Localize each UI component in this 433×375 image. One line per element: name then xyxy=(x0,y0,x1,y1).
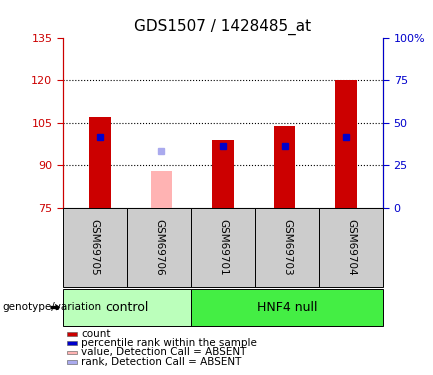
Text: HNF4 null: HNF4 null xyxy=(257,301,317,314)
Bar xyxy=(274,126,295,208)
Bar xyxy=(89,117,110,208)
Text: GSM69704: GSM69704 xyxy=(346,219,356,276)
Bar xyxy=(212,140,234,208)
Text: count: count xyxy=(81,329,110,339)
Bar xyxy=(151,171,172,208)
Title: GDS1507 / 1428485_at: GDS1507 / 1428485_at xyxy=(134,18,312,35)
Text: percentile rank within the sample: percentile rank within the sample xyxy=(81,338,257,348)
Text: control: control xyxy=(105,301,149,314)
Text: GSM69706: GSM69706 xyxy=(154,219,164,276)
Text: value, Detection Call = ABSENT: value, Detection Call = ABSENT xyxy=(81,348,246,357)
Text: GSM69703: GSM69703 xyxy=(282,219,292,276)
Bar xyxy=(336,80,357,208)
Text: rank, Detection Call = ABSENT: rank, Detection Call = ABSENT xyxy=(81,357,241,367)
Text: genotype/variation: genotype/variation xyxy=(2,303,101,312)
Text: GSM69705: GSM69705 xyxy=(90,219,100,276)
Text: GSM69701: GSM69701 xyxy=(218,219,228,276)
